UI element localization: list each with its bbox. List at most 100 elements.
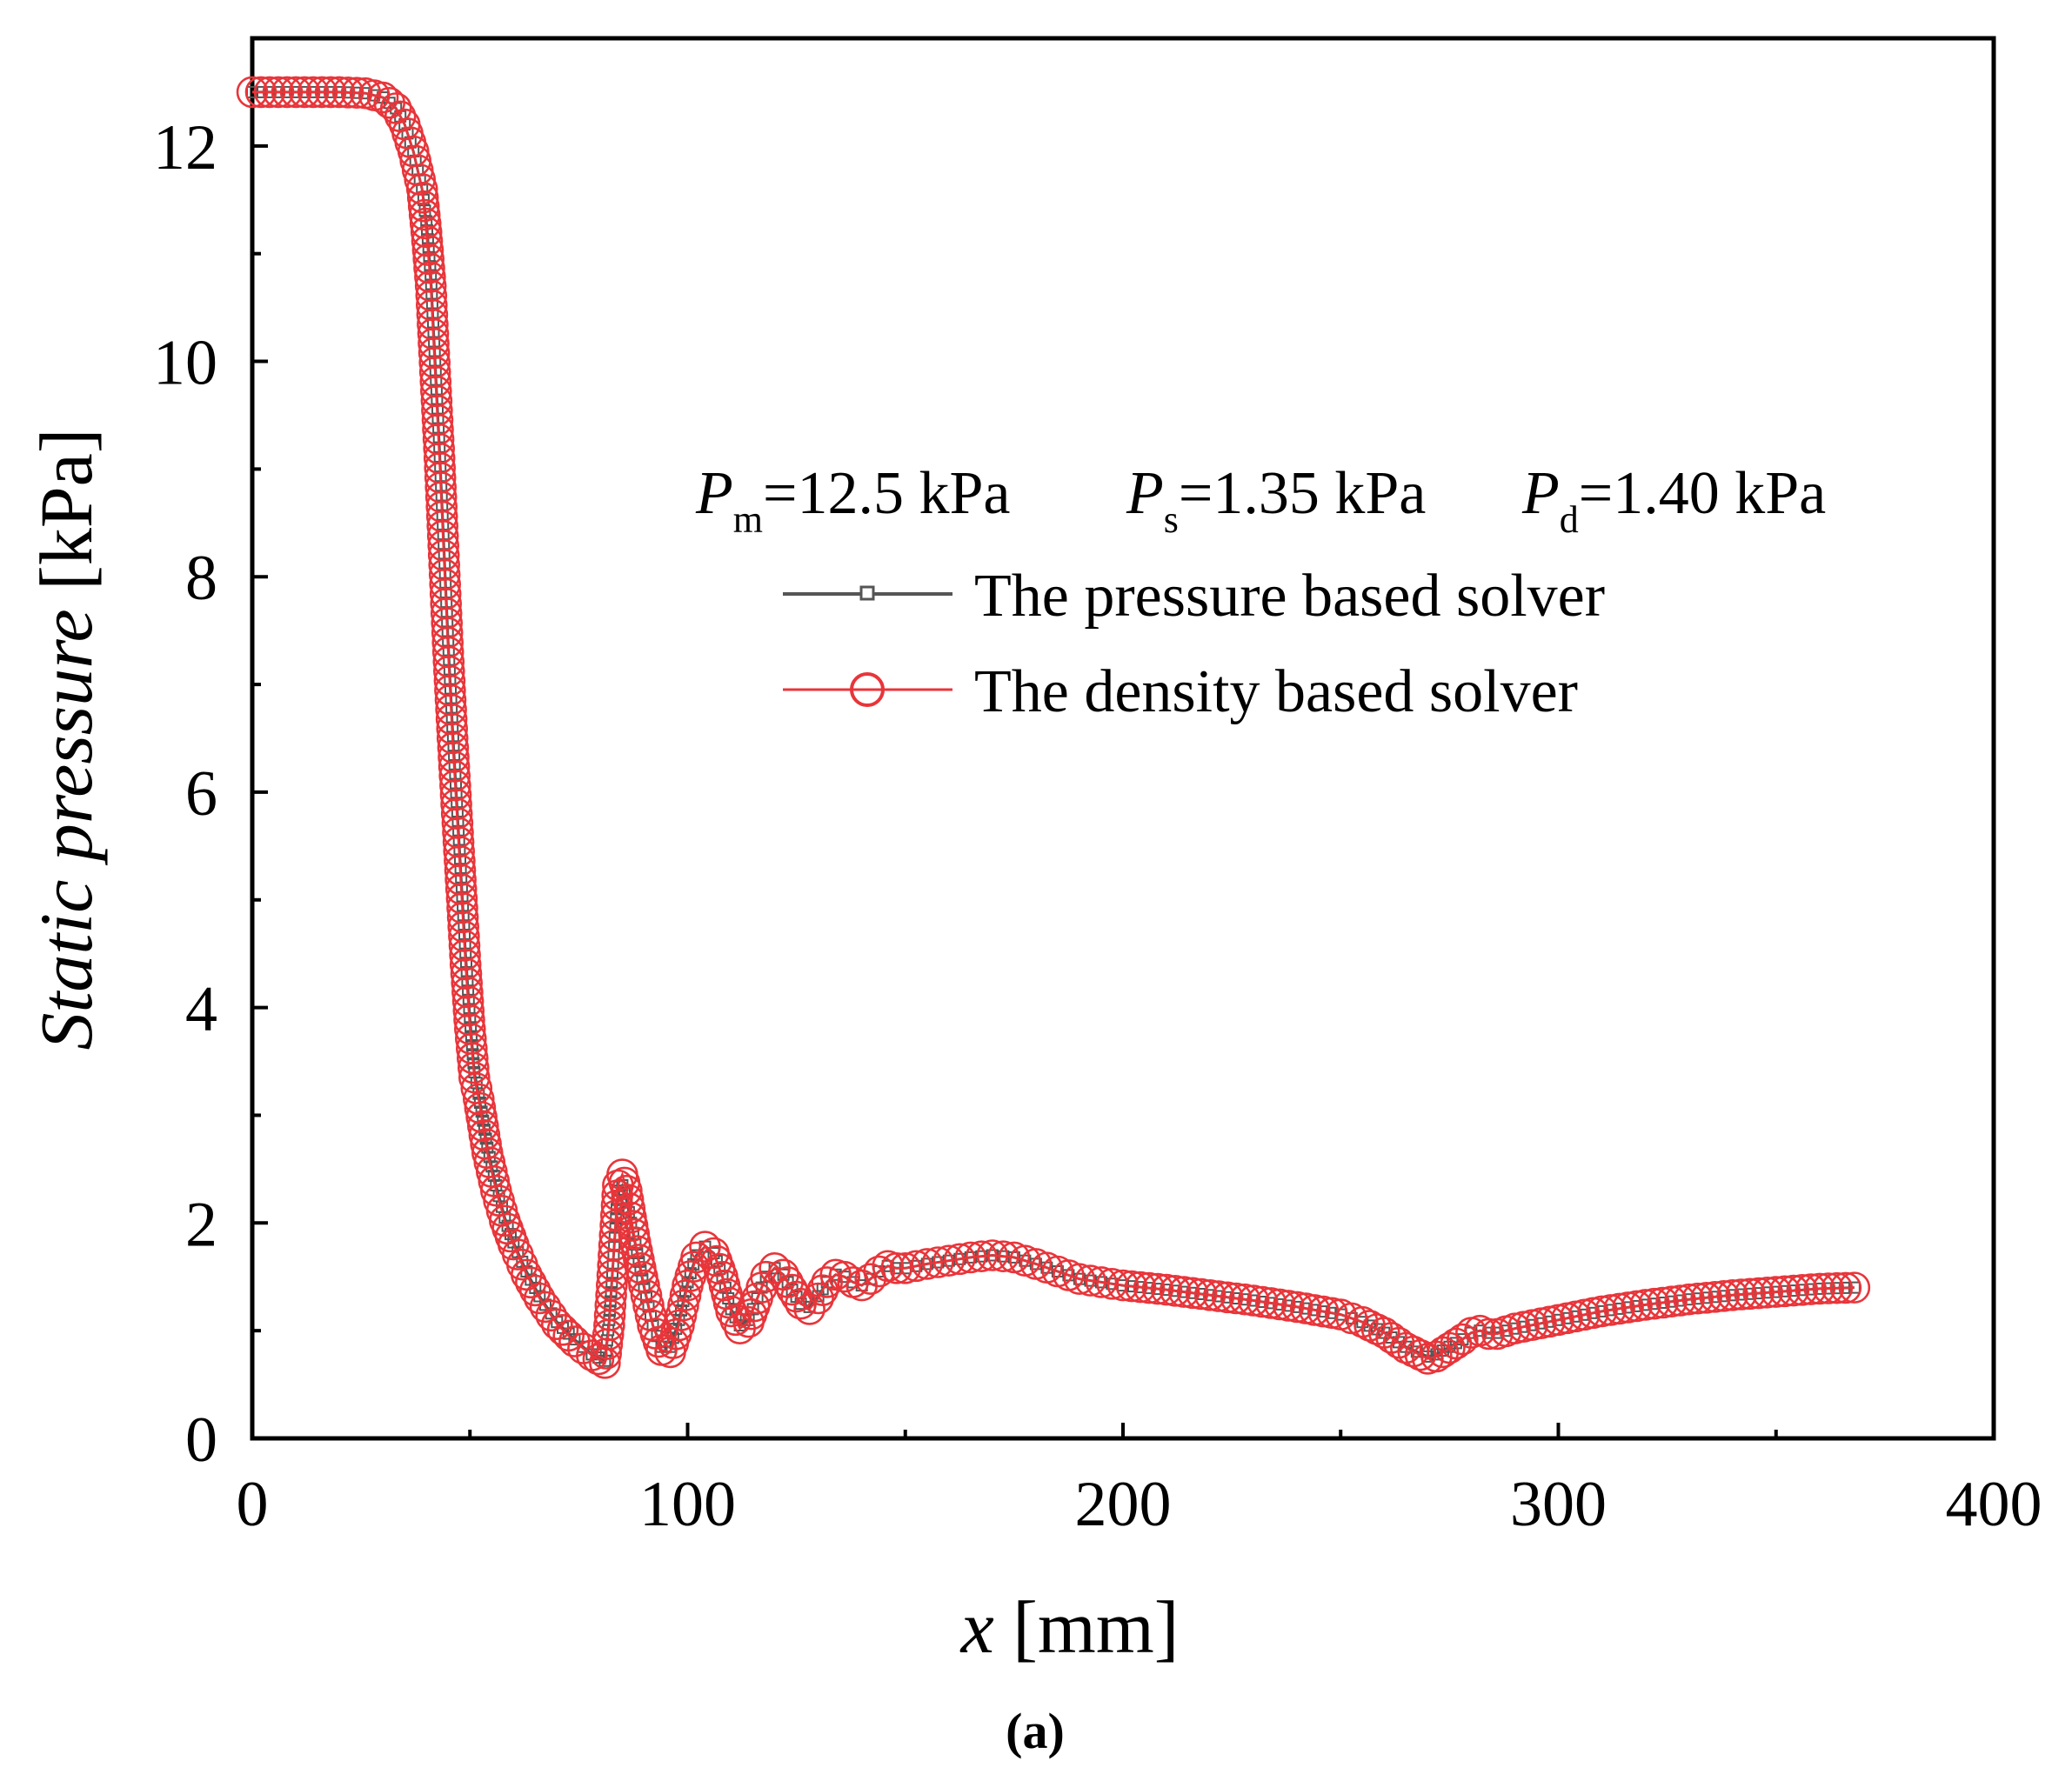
data-point [628,1269,660,1302]
data-point [440,797,473,830]
data-point [1246,1285,1279,1318]
data-point [1063,1263,1096,1295]
pd-sub: d [1560,498,1579,541]
data-point [1404,1338,1437,1371]
data-point [1124,1271,1157,1304]
pm-sub: m [733,498,763,541]
data-point [437,731,470,764]
data-point [414,261,446,293]
data-point [667,1289,699,1322]
data-point [1594,1294,1627,1326]
data-point [715,1295,747,1328]
data-point [1760,1276,1793,1308]
data-point [1803,1272,1836,1305]
data-point [1167,1276,1200,1308]
data-point [446,891,478,924]
data-point [1699,1281,1731,1313]
data-point [409,207,442,240]
data-point [780,1280,812,1313]
data-point [1176,1277,1209,1310]
data-point [1074,1264,1106,1297]
y-tick-label: 0 [185,1404,217,1476]
data-point [271,76,304,109]
data-point [911,1248,944,1280]
data-point [438,750,471,783]
x-tick-label: 200 [1075,1469,1172,1540]
data-point [1159,1275,1192,1307]
data-point [1838,1271,1871,1304]
y-tick-label: 6 [185,758,217,830]
data-point [411,224,444,257]
x-tick-label: 0 [237,1469,269,1540]
data-point [1681,1282,1714,1315]
data-point [665,1299,698,1331]
data-point [288,76,321,109]
data-point [1742,1277,1775,1310]
data-point [612,1184,645,1216]
pm-var: P [695,460,733,527]
data-point [410,216,443,249]
data-point [340,77,373,109]
x-tick-label: 400 [1946,1469,2042,1540]
data-point [244,76,277,109]
data-point [462,1083,495,1116]
data-point [1228,1283,1261,1316]
data-point [1664,1284,1696,1317]
data-point [412,243,445,276]
data-point [253,76,286,109]
data-point [457,1051,490,1084]
data-point [440,788,472,821]
data-point [811,1266,844,1298]
legend-marker-density [850,672,885,707]
legend-label-pressure: The pressure based solver [974,563,1605,630]
data-point [611,1174,643,1207]
data-point [880,1252,912,1284]
data-point [954,1241,987,1274]
data-point [451,976,484,1009]
data-point [523,1282,556,1315]
data-point [1586,1295,1618,1328]
data-point [408,198,441,231]
condition-annotation: Pm=12.5 kPa Ps=1.35 kPa Pd=1.40 kPa [695,460,1826,541]
data-point [449,948,482,981]
data-point [1621,1290,1653,1323]
pd-var: P [1521,460,1560,527]
data-point [305,76,338,109]
series-layer [236,76,1871,1379]
data-point [540,1308,573,1340]
data-point [405,173,438,205]
data-point [314,76,347,109]
data-point [436,722,469,755]
data-point [1603,1292,1635,1325]
y-tick-label: 10 [153,328,217,399]
data-point [1708,1280,1740,1312]
data-point [1085,1266,1118,1298]
data-point [1751,1277,1783,1309]
data-point [449,938,481,971]
data-point [1612,1291,1644,1324]
data-point [442,825,475,858]
data-point [438,741,470,774]
data-point [279,76,312,109]
legend: The pressure based solver The density ba… [783,563,1605,725]
data-point [1106,1269,1140,1302]
data-point [889,1252,922,1284]
series-pressure-based [246,85,1861,1367]
data-point [922,1246,954,1278]
axis-ticks [251,143,1995,1440]
pd-value: =1.40 kPa [1579,460,1826,527]
data-point [1829,1271,1862,1304]
data-point [1647,1286,1679,1319]
data-point [331,77,364,109]
data-point [828,1260,861,1293]
pm-value: =12.5 kPa [763,460,1010,527]
legend-marker-pressure [859,585,875,601]
data-point [297,76,330,109]
y-tick-label: 8 [185,543,217,614]
data-point [466,1110,499,1143]
data-point [669,1279,702,1311]
data-point [450,957,483,990]
data-point [407,190,440,223]
data-point [944,1243,976,1276]
